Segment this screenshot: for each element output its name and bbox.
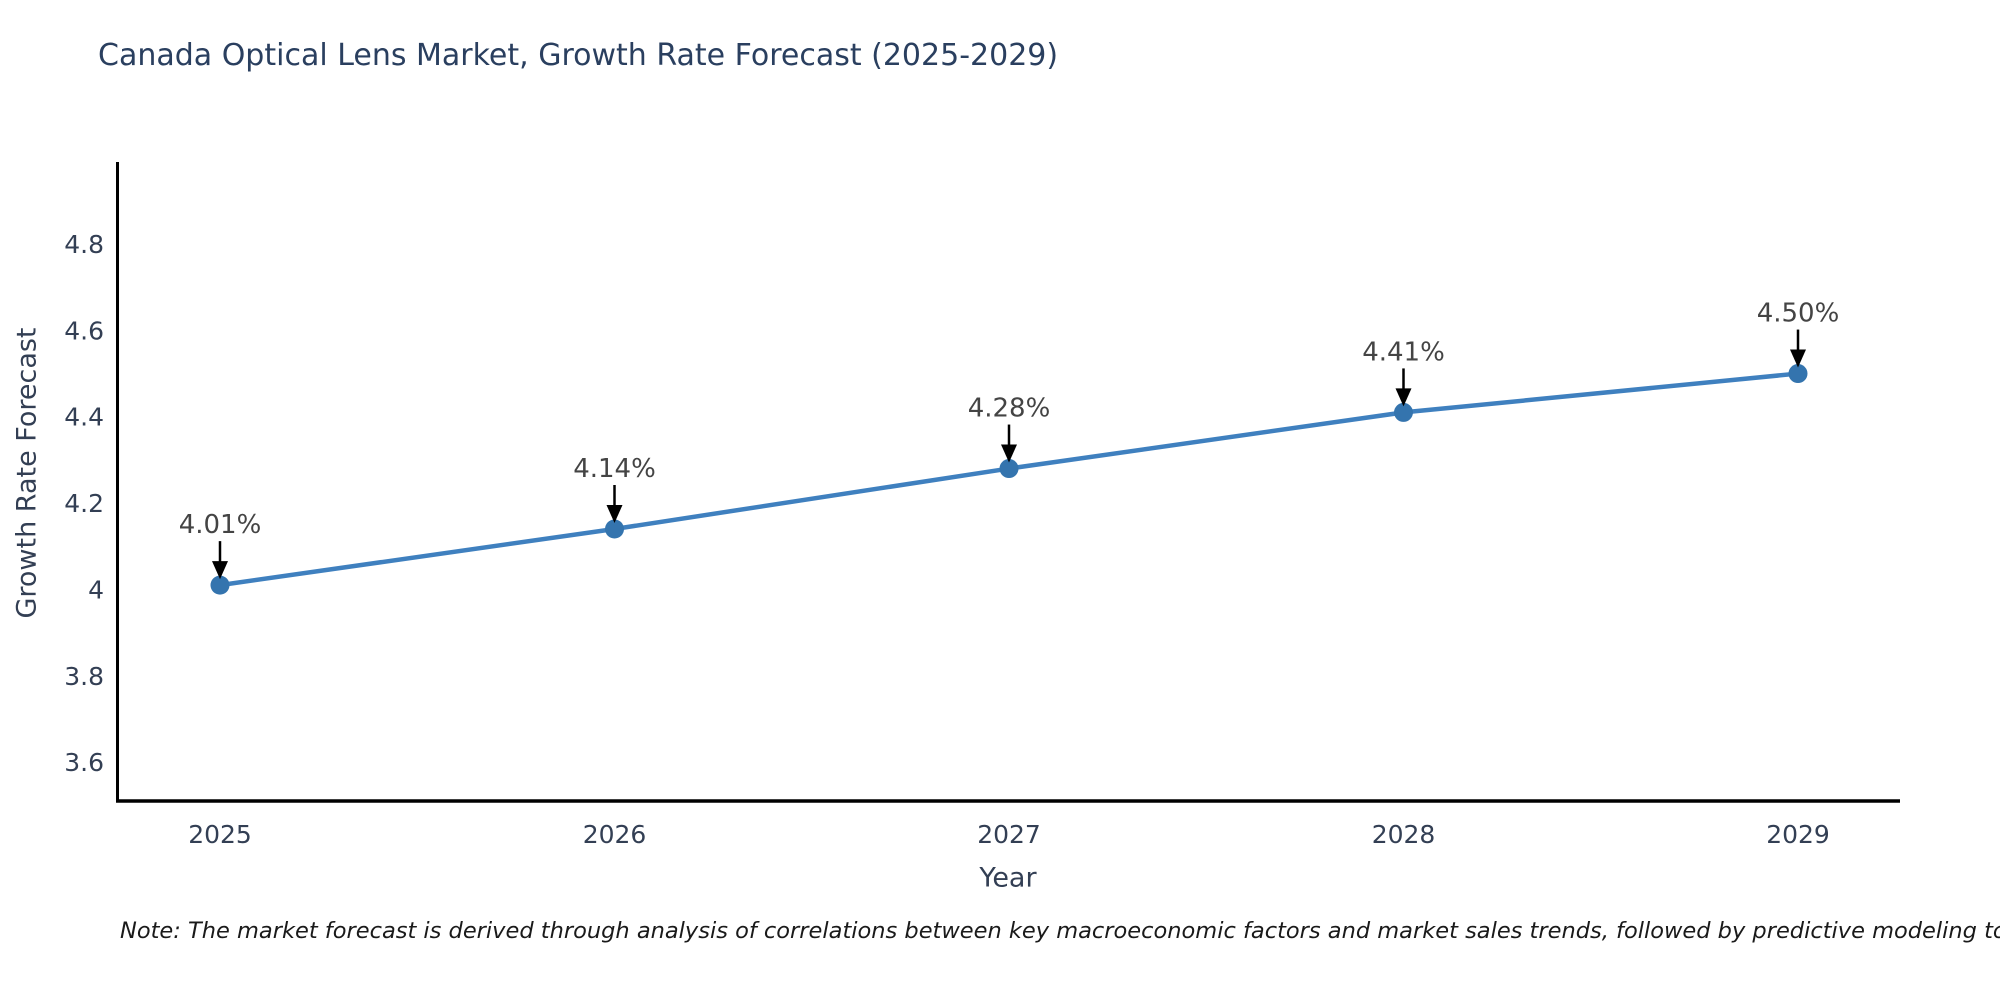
x-tick-label: 2026 [583,820,647,849]
y-tick-label: 4 [88,575,104,604]
data-point-label: 4.28% [968,394,1051,424]
x-tick-label: 2029 [1766,820,1830,849]
data-point-marker [1394,402,1413,422]
y-tick-label: 4.8 [64,230,104,259]
y-tick-label: 4.4 [64,403,104,432]
x-tick-label: 2025 [188,820,252,849]
annotation-arrow-head [212,561,228,580]
footnote: Note: The market forecast is derived thr… [120,918,2000,944]
x-tick-label: 2027 [977,820,1041,849]
y-tick-label: 4.2 [64,489,104,518]
data-point-marker [210,575,230,595]
annotation-arrow-head [606,504,623,523]
data-point-label: 4.14% [573,454,656,484]
y-tick-label: 4.6 [64,316,104,345]
annotation-arrow-head [1395,388,1412,407]
x-tick-label: 2028 [1372,820,1436,849]
data-point-label: 4.41% [1362,337,1445,367]
data-point-label: 4.50% [1757,299,1840,329]
chart-title: Canada Optical Lens Market, Growth Rate … [98,38,1059,73]
x-axis-title: Year [979,862,1037,894]
y-tick-label: 3.6 [64,748,104,777]
y-tick-label: 3.8 [64,662,104,691]
annotation-arrow-head [1790,349,1806,368]
data-point-marker [999,459,1019,479]
data-point-marker [1788,364,1808,384]
data-point-label: 4.01% [179,510,262,540]
data-point-marker [605,519,624,539]
annotation-arrow-head [1001,444,1017,463]
